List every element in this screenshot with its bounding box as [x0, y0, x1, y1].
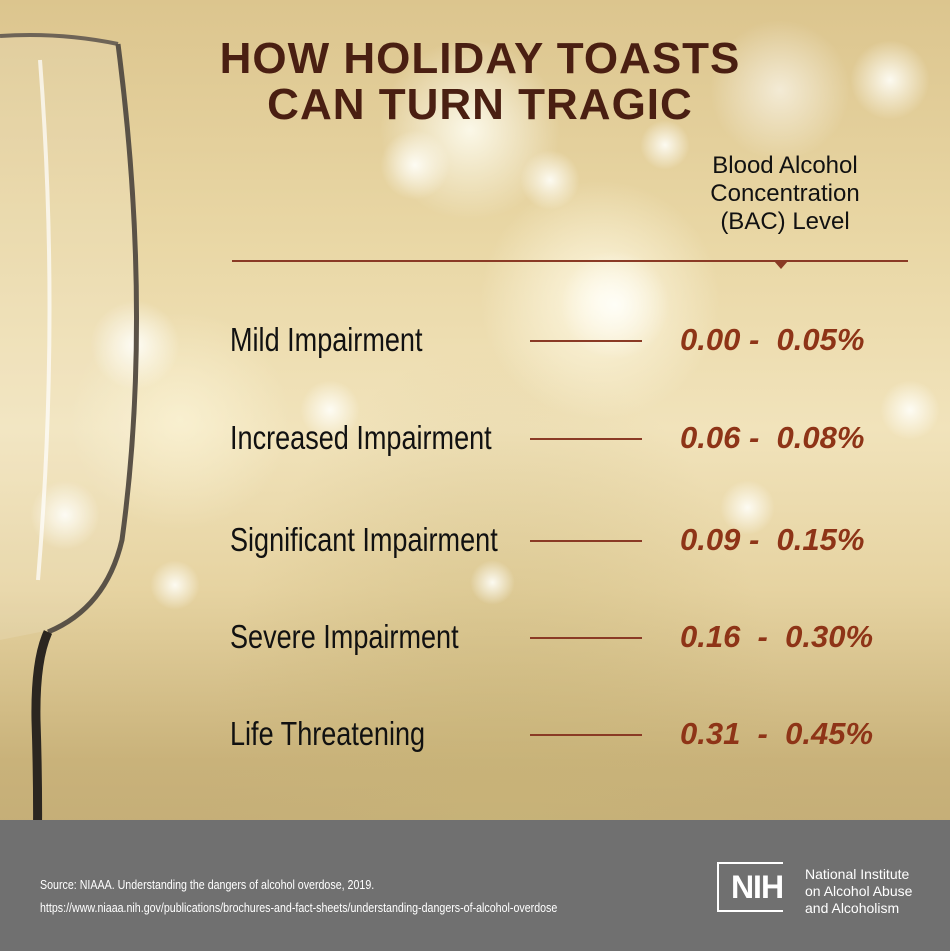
impairment-label-life-threatening: Life Threatening [230, 715, 426, 752]
institute-name: National Institute on Alcohol Abuse and … [805, 866, 912, 917]
header-divider [232, 260, 908, 262]
source-url[interactable]: https://www.niaaa.nih.gov/publications/b… [40, 900, 558, 915]
bac-range-life-threatening: 0.31 - 0.45% [680, 716, 874, 751]
title-line-1: HOW HOLIDAY TOASTS [219, 34, 741, 83]
bac-header-line-2: Concentration [710, 180, 860, 207]
title-line-2: CAN TURN TRAGIC [267, 80, 693, 129]
row-connector-line [530, 340, 642, 342]
impairment-label-significant: Significant Impairment [230, 521, 498, 558]
institute-name-line-1: National Institute [805, 866, 910, 882]
bac-header-line-1: Blood Alcohol [712, 152, 858, 179]
bac-header-line-3: (BAC) Level [720, 208, 850, 235]
row-connector-line [530, 438, 642, 440]
nih-logo-icon: NIH [717, 862, 797, 912]
institute-name-line-2: on Alcohol Abuse [805, 883, 913, 899]
row-connector-line [530, 734, 642, 736]
impairment-label-mild: Mild Impairment [230, 321, 423, 358]
impairment-label-increased: Increased Impairment [230, 419, 492, 456]
row-connector-line [530, 637, 642, 639]
bac-range-significant: 0.09 - 0.15% [680, 522, 865, 557]
source-citation: Source: NIAAA. Understanding the dangers… [40, 877, 375, 892]
row-connector-line [530, 540, 642, 542]
bac-column-header: Blood Alcohol Concentration (BAC) Level [690, 152, 880, 236]
bac-range-severe: 0.16 - 0.30% [680, 619, 874, 654]
impairment-label-severe: Severe Impairment [230, 618, 459, 655]
pointer-arrow-icon [774, 261, 788, 269]
bac-range-increased: 0.06 - 0.08% [680, 420, 865, 455]
champagne-glass-illustration [0, 33, 139, 950]
bac-range-mild: 0.00 - 0.05% [680, 322, 865, 357]
institute-name-line-3: and Alcoholism [805, 900, 900, 916]
